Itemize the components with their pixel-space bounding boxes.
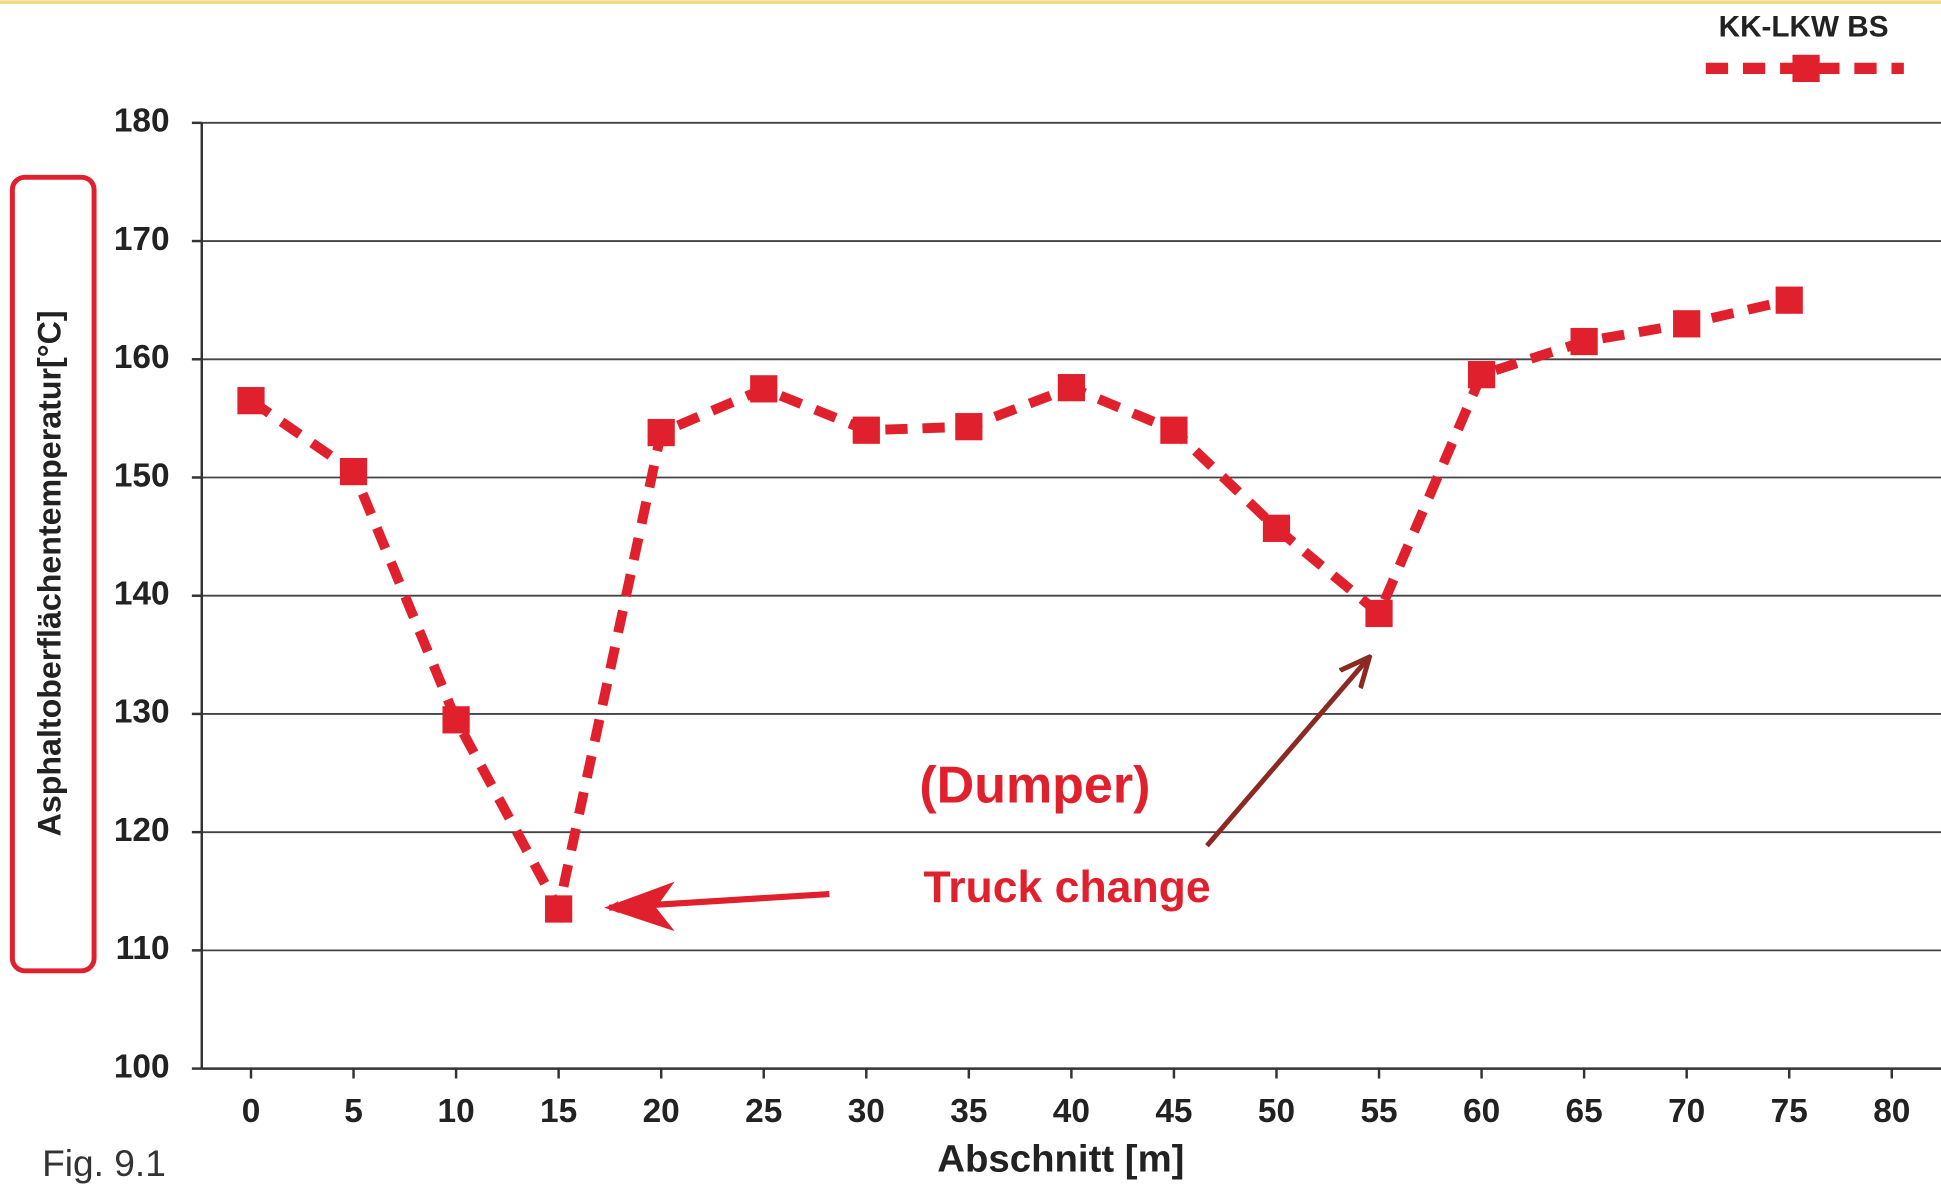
annotation: Truck change [923,863,1210,912]
data-point [1160,416,1188,444]
x-tick-label: 70 [1668,1093,1705,1130]
data-point [339,457,368,486]
x-tick-label: 75 [1771,1093,1808,1130]
data-line [248,295,1791,924]
data-point [750,375,778,403]
x-tick-label: 10 [438,1093,475,1130]
y-tick-label: 100 [114,1048,170,1085]
x-tick-label: 5 [344,1093,363,1130]
y-tick-label: 170 [114,221,170,258]
arrow-head [604,881,675,932]
y-tick-label: 180 [114,103,170,140]
data-point [955,413,983,441]
data-point [1673,310,1701,338]
data-point [1057,374,1086,402]
y-tick-label: 110 [116,930,170,967]
x-tick-label: 80 [1873,1093,1910,1130]
top-rule [0,0,1941,5]
data-point [1570,327,1598,356]
data-point [1365,599,1393,628]
x-axis-label: Abschnitt [m] [937,1138,1184,1181]
marks [237,286,1803,924]
data-point [545,895,573,923]
legend-label: KK-LKW BS [1719,11,1889,44]
x-tick-label: 30 [848,1093,885,1130]
data-point [442,706,470,734]
data-point [1467,361,1496,389]
data-point [237,387,265,415]
annotation: (Dumper) [919,757,1150,815]
y-tick-label: 150 [114,457,170,494]
x-tick-label: 65 [1566,1093,1603,1130]
legend-marker [1792,54,1820,82]
y-tick-label: 120 [114,812,170,849]
data-point [852,416,880,444]
x-tick-label: 15 [540,1093,577,1130]
y-tick-label: 160 [114,339,170,376]
x-tick-label: 35 [950,1093,987,1130]
x-tick-label: 25 [745,1093,782,1130]
data-point [1262,514,1291,542]
x-tick-label: 45 [1155,1093,1192,1130]
data-point [647,418,675,447]
x-tick-label: 40 [1053,1093,1090,1130]
y-tick-label: 140 [114,576,170,613]
y-axis-label: Asphaltoberflächentemperatur[°C] [31,310,67,836]
y-tick-label: 130 [114,694,170,731]
x-tick-label: 50 [1258,1093,1295,1130]
arrow [1205,659,1368,848]
grid: 100 110 120 130 140 150 160 170 180 0 5 10 15 20 25 30 3… [114,103,1941,1130]
x-tick-label: 55 [1360,1093,1397,1130]
data-point [1775,286,1803,314]
highlight-box [9,174,97,974]
caption: Fig. 9.1 [42,1142,166,1184]
x-tick-label: 60 [1463,1093,1500,1130]
x-tick-label: 20 [643,1093,680,1130]
x-tick-label: 0 [242,1093,261,1130]
